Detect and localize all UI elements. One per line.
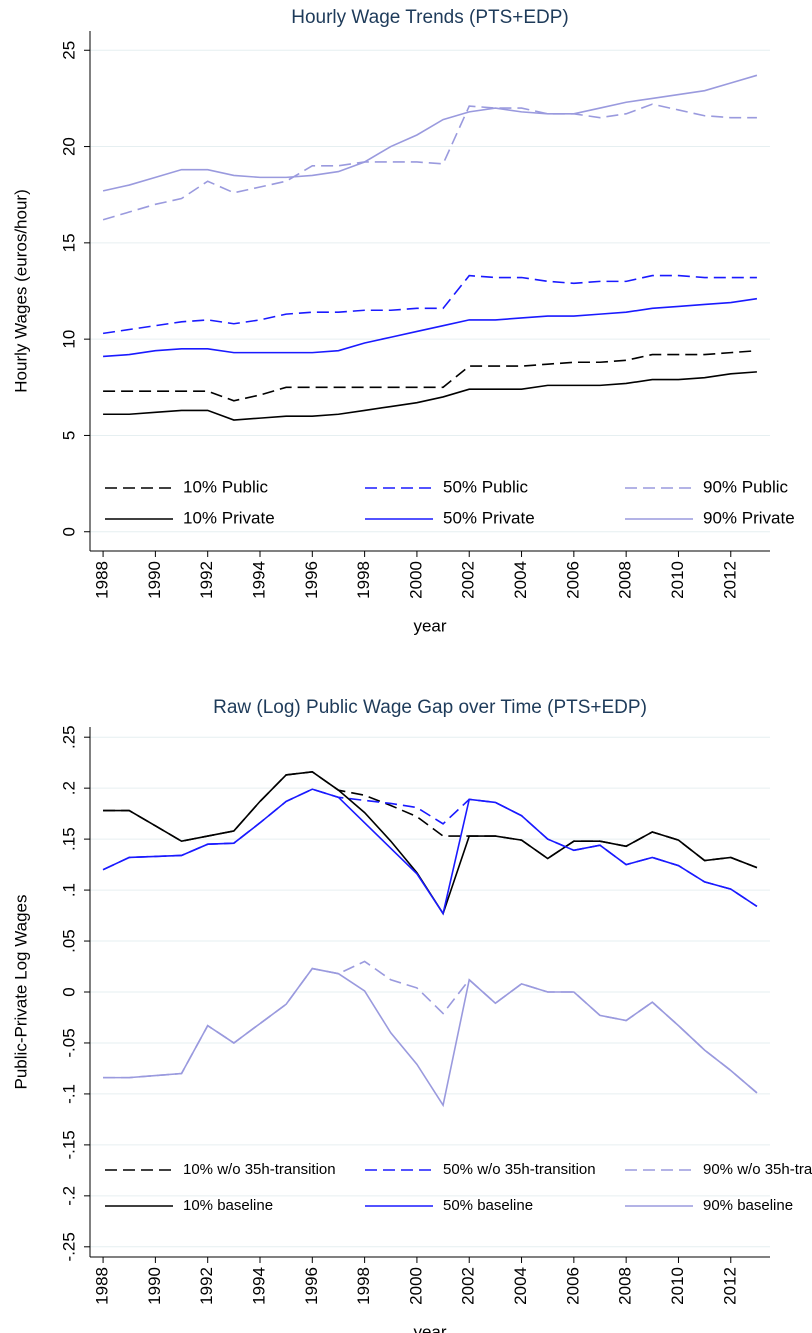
x-axis-label: year	[413, 1322, 446, 1333]
x-tick-label: 1990	[145, 1267, 164, 1305]
y-tick-label: 15	[59, 233, 78, 252]
legend-label: 90% w/o 35h-transition	[703, 1161, 812, 1178]
y-tick-label: 20	[59, 137, 78, 156]
x-tick-label: 1988	[93, 561, 112, 599]
y-tick-label: -.15	[59, 1130, 78, 1159]
x-tick-label: 2012	[720, 561, 739, 599]
x-tick-label: 2002	[459, 1267, 478, 1305]
y-tick-label: -.1	[59, 1084, 78, 1104]
y-tick-label: -.05	[59, 1028, 78, 1057]
y-tick-label: 0	[59, 527, 78, 536]
y-tick-label: .1	[59, 883, 78, 897]
x-tick-label: 1996	[302, 1267, 321, 1305]
y-axis-label: Hourly Wages (euros/hour)	[11, 189, 30, 392]
x-tick-label: 2012	[720, 1267, 739, 1305]
x-tick-label: 1994	[249, 561, 268, 599]
legend-label: 10% baseline	[183, 1197, 273, 1214]
x-tick-label: 2004	[511, 561, 530, 599]
x-tick-label: 2008	[616, 1267, 635, 1305]
y-tick-label: .15	[59, 827, 78, 851]
legend-label: 50% w/o 35h-transition	[443, 1161, 596, 1178]
x-tick-label: 2002	[459, 561, 478, 599]
y-tick-label: 5	[59, 431, 78, 440]
y-tick-label: 25	[59, 41, 78, 60]
series-line	[103, 371, 757, 421]
x-tick-label: 1992	[197, 561, 216, 599]
y-tick-label: .05	[59, 929, 78, 953]
x-tick-label: 1988	[93, 1267, 112, 1305]
x-tick-label: 2000	[406, 561, 425, 599]
x-tick-label: 1994	[249, 1267, 268, 1305]
x-tick-label: 2006	[563, 1267, 582, 1305]
x-tick-label: 1998	[354, 1267, 373, 1305]
x-tick-label: 1998	[354, 561, 373, 599]
legend-label: 50% Private	[443, 508, 535, 527]
x-tick-label: 2010	[668, 561, 687, 599]
x-axis-label: year	[413, 616, 446, 635]
x-tick-label: 1990	[145, 561, 164, 599]
y-tick-label: 0	[59, 987, 78, 996]
chart-title: Hourly Wage Trends (PTS+EDP)	[291, 7, 569, 28]
legend-label: 50% baseline	[443, 1197, 533, 1214]
series-line	[103, 967, 758, 1108]
series-line	[102, 788, 758, 916]
legend-label: 10% Private	[183, 508, 275, 527]
legend-label: 50% Public	[443, 477, 529, 496]
x-tick-label: 1992	[197, 1267, 216, 1305]
x-tick-label: 2008	[616, 561, 635, 599]
series-line	[103, 349, 757, 402]
chart-title: Raw (Log) Public Wage Gap over Time (PTS…	[213, 697, 647, 718]
series-line	[102, 274, 757, 335]
series-line	[103, 297, 758, 358]
y-tick-label: -.25	[59, 1232, 78, 1261]
x-tick-label: 2004	[511, 1267, 530, 1305]
x-tick-label: 1996	[302, 561, 321, 599]
legend-label: 90% baseline	[703, 1197, 793, 1214]
legend-label: 10% Public	[183, 477, 269, 496]
x-tick-label: 2010	[668, 1267, 687, 1305]
y-axis-label: Public-Private Log Wages	[11, 895, 30, 1090]
y-tick-label: .25	[59, 725, 78, 749]
y-tick-label: .2	[59, 781, 78, 795]
legend-label: 90% Private	[703, 508, 795, 527]
x-tick-label: 2000	[406, 1267, 425, 1305]
legend-label: 90% Public	[703, 477, 789, 496]
x-tick-label: 2006	[563, 561, 582, 599]
series-line	[103, 771, 758, 869]
legend-label: 10% w/o 35h-transition	[183, 1161, 336, 1178]
y-tick-label: -.2	[59, 1186, 78, 1206]
series-line	[103, 960, 758, 1094]
series-line	[102, 103, 757, 221]
y-tick-label: 10	[59, 330, 78, 349]
series-line	[102, 74, 758, 192]
